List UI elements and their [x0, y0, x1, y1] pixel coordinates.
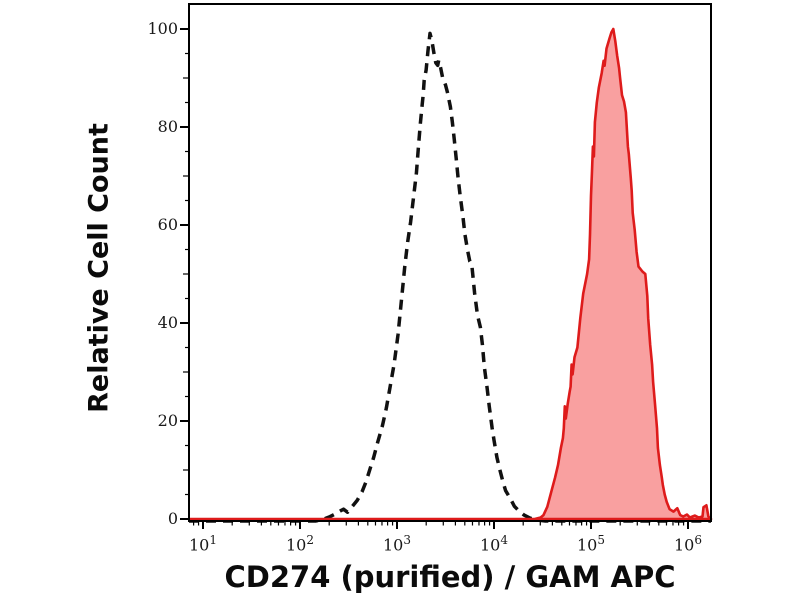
- x-tick-label: 101: [189, 533, 217, 555]
- y-tick-label: 100: [147, 19, 178, 38]
- x-axis-title: CD274 (purified) / GAM APC: [224, 560, 676, 594]
- x-tick-label: 103: [383, 533, 411, 555]
- y-tick-label: 40: [157, 313, 178, 332]
- y-tick-label: 60: [157, 215, 178, 234]
- y-tick-label: 0: [167, 509, 178, 528]
- plot-frame: [188, 3, 712, 522]
- y-tick-label: 80: [157, 117, 178, 136]
- control-curve-dashed: [189, 31, 711, 523]
- x-tick-label: 104: [480, 533, 508, 555]
- x-tick-label: 105: [577, 533, 605, 555]
- y-axis-title: Relative Cell Count: [83, 123, 115, 413]
- y-tick-label: 20: [157, 411, 178, 430]
- x-tick-label: 106: [674, 533, 702, 555]
- x-tick-label: 102: [286, 533, 314, 555]
- stained-curve-filled: [187, 27, 713, 521]
